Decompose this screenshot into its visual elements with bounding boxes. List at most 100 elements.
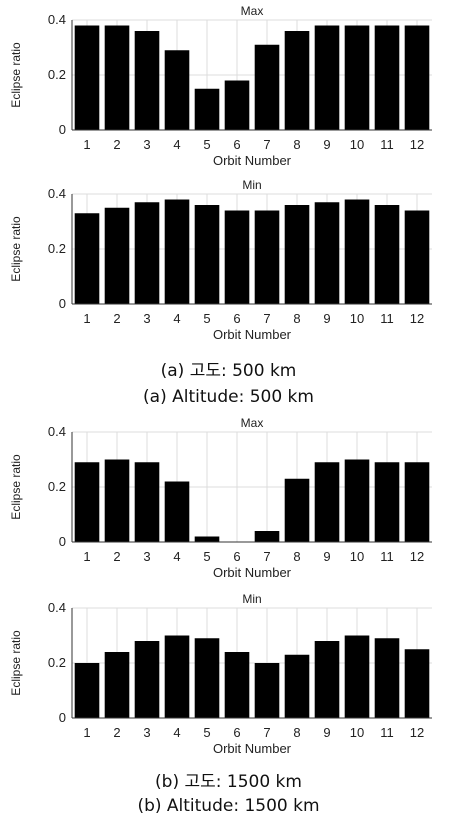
x-axis-label: Orbit Number bbox=[213, 327, 292, 342]
chart-title: Max bbox=[241, 4, 264, 18]
x-tick-label: 2 bbox=[113, 311, 120, 326]
y-axis-label: Eclipse ratio bbox=[9, 630, 23, 696]
x-tick-label: 7 bbox=[263, 137, 270, 152]
x-tick-label: 1 bbox=[83, 137, 90, 152]
bar-12 bbox=[404, 462, 430, 542]
y-tick-label: 0.2 bbox=[48, 655, 66, 670]
chart-title: Min bbox=[242, 178, 261, 192]
bar-10 bbox=[344, 199, 370, 304]
x-tick-label: 6 bbox=[233, 725, 240, 740]
x-tick-label: 10 bbox=[350, 725, 364, 740]
x-axis-label: Orbit Number bbox=[213, 565, 292, 580]
caption-b-english: (b) Altitude: 1500 km bbox=[137, 796, 320, 816]
bar-10 bbox=[344, 25, 370, 130]
bar-6 bbox=[224, 80, 250, 130]
bar-1 bbox=[74, 213, 100, 304]
x-tick-label: 10 bbox=[350, 311, 364, 326]
bar-5 bbox=[194, 88, 220, 130]
bar-8 bbox=[284, 31, 310, 130]
bar-3 bbox=[134, 462, 160, 542]
y-axis-label: Eclipse ratio bbox=[9, 42, 23, 108]
x-tick-label: 8 bbox=[293, 725, 300, 740]
x-tick-label: 11 bbox=[380, 725, 394, 740]
y-tick-label: 0 bbox=[59, 122, 66, 137]
x-tick-label: 2 bbox=[113, 725, 120, 740]
y-tick-label: 0.4 bbox=[48, 600, 66, 615]
bar-7 bbox=[254, 44, 280, 130]
chart-title: Max bbox=[241, 416, 264, 430]
bar-5 bbox=[194, 638, 220, 718]
bar-10 bbox=[344, 635, 370, 718]
bar-5 bbox=[194, 536, 220, 542]
x-tick-label: 7 bbox=[263, 725, 270, 740]
x-axis-label: Orbit Number bbox=[213, 741, 292, 756]
bar-11 bbox=[374, 205, 400, 304]
bar-1 bbox=[74, 663, 100, 718]
x-tick-label: 11 bbox=[380, 549, 394, 564]
y-tick-label: 0 bbox=[59, 296, 66, 311]
x-tick-label: 6 bbox=[233, 137, 240, 152]
x-axis-label: Orbit Number bbox=[213, 153, 292, 168]
bar-12 bbox=[404, 25, 430, 130]
bar-6 bbox=[224, 652, 250, 718]
y-tick-label: 0 bbox=[59, 534, 66, 549]
x-tick-label: 8 bbox=[293, 549, 300, 564]
x-tick-label: 3 bbox=[143, 725, 150, 740]
bar-2 bbox=[104, 652, 130, 718]
x-tick-label: 11 bbox=[380, 137, 394, 152]
y-tick-label: 0.2 bbox=[48, 241, 66, 256]
bar-3 bbox=[134, 641, 160, 718]
x-tick-label: 11 bbox=[380, 311, 394, 326]
x-tick-label: 1 bbox=[83, 725, 90, 740]
bar-3 bbox=[134, 202, 160, 304]
x-tick-label: 12 bbox=[410, 725, 424, 740]
x-tick-label: 12 bbox=[410, 549, 424, 564]
x-tick-label: 6 bbox=[233, 311, 240, 326]
x-tick-label: 1 bbox=[83, 311, 90, 326]
x-tick-label: 3 bbox=[143, 137, 150, 152]
x-tick-label: 5 bbox=[203, 549, 210, 564]
chart-b-max: 0 0.2 0.4 1 2 3 4 5 6 7 8 9 10 11 12 Max Orbit Number Ecl… bbox=[0, 412, 457, 586]
bar-6 bbox=[224, 210, 250, 304]
y-tick-label: 0.2 bbox=[48, 479, 66, 494]
x-tick-label: 8 bbox=[293, 311, 300, 326]
x-tick-label: 5 bbox=[203, 725, 210, 740]
bar-9 bbox=[314, 25, 340, 130]
x-tick-label: 9 bbox=[323, 311, 330, 326]
caption-a-korean: (a) 고도: 500 km bbox=[160, 361, 297, 381]
y-tick-label: 0.4 bbox=[48, 12, 66, 27]
x-tick-label: 7 bbox=[263, 549, 270, 564]
bar-4 bbox=[164, 199, 190, 304]
y-tick-label: 0.4 bbox=[48, 186, 66, 201]
bar-9 bbox=[314, 202, 340, 304]
x-tick-label: 9 bbox=[323, 137, 330, 152]
bar-9 bbox=[314, 641, 340, 718]
bar-7 bbox=[254, 531, 280, 542]
chart-b-min: 0 0.2 0.4 1 2 3 4 5 6 7 8 9 10 11 12 Min Orbit Number Ecl… bbox=[0, 588, 457, 760]
x-tick-label: 5 bbox=[203, 311, 210, 326]
y-tick-label: 0.2 bbox=[48, 67, 66, 82]
x-tick-label: 4 bbox=[173, 311, 180, 326]
bar-4 bbox=[164, 50, 190, 130]
x-tick-label: 4 bbox=[173, 549, 180, 564]
bar-1 bbox=[74, 25, 100, 130]
y-axis-label: Eclipse ratio bbox=[9, 216, 23, 282]
x-tick-label: 12 bbox=[410, 137, 424, 152]
bar-1 bbox=[74, 462, 100, 542]
bar-12 bbox=[404, 210, 430, 304]
y-axis-label: Eclipse ratio bbox=[9, 454, 23, 520]
x-tick-label: 3 bbox=[143, 311, 150, 326]
x-tick-label: 12 bbox=[410, 311, 424, 326]
chart-title: Min bbox=[242, 592, 261, 606]
bar-4 bbox=[164, 481, 190, 542]
y-tick-label: 0.4 bbox=[48, 424, 66, 439]
y-tick-label: 0 bbox=[59, 710, 66, 725]
x-tick-label: 2 bbox=[113, 137, 120, 152]
bar-7 bbox=[254, 663, 280, 718]
x-tick-label: 8 bbox=[293, 137, 300, 152]
bar-8 bbox=[284, 478, 310, 542]
